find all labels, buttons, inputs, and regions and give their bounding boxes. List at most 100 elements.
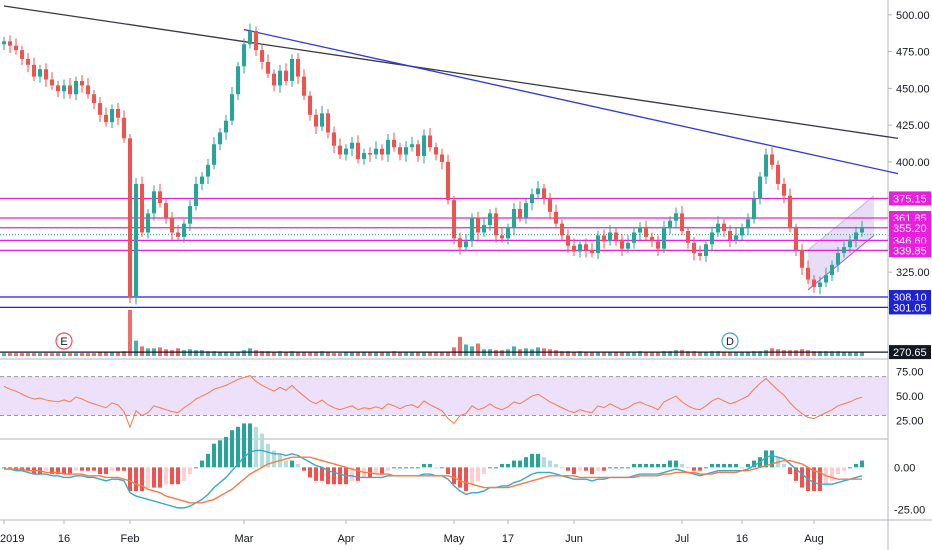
macd-histogram-bar	[590, 467, 594, 475]
candle-body	[2, 41, 6, 45]
macd-histogram-bar	[302, 467, 306, 471]
macd-histogram-bar	[530, 453, 534, 468]
candle-body	[728, 231, 732, 240]
candle-body	[266, 61, 270, 74]
volume-bar	[368, 352, 372, 356]
candle-body	[422, 135, 426, 156]
volume-bar	[182, 350, 186, 356]
volume-bar	[128, 309, 132, 356]
trendline-blue	[243, 28, 899, 175]
volume-bar	[116, 352, 120, 356]
candle-body	[734, 235, 738, 240]
time-tick-label: Aug	[804, 533, 824, 545]
event-marker-label: D	[726, 336, 734, 348]
volume-bar	[362, 352, 366, 356]
volume-bar	[830, 351, 834, 356]
volume-bar	[98, 352, 102, 356]
macd-histogram-bar	[602, 467, 606, 471]
candle-body	[542, 188, 546, 199]
candle-body	[176, 232, 180, 237]
candle-body	[500, 235, 504, 239]
volume-bar	[440, 352, 444, 356]
macd-histogram-bar	[2, 467, 6, 469]
macd-histogram-bar	[626, 467, 630, 469]
volume-bar	[350, 352, 354, 356]
candle-body	[614, 232, 618, 240]
macd-histogram-bar	[308, 467, 312, 478]
candle-body	[746, 219, 750, 229]
macd-histogram-bar	[146, 467, 150, 488]
volume-bar	[242, 350, 246, 356]
trendlines[interactable]	[3, 5, 899, 175]
macd-histogram-bar	[158, 467, 162, 488]
macd-histogram-bar	[494, 467, 498, 469]
macd-histogram-bar	[842, 467, 846, 471]
candle-body	[326, 113, 330, 133]
volume-bar	[398, 352, 402, 356]
macd-histogram-bar	[536, 453, 540, 468]
macd-histogram-bar	[782, 463, 786, 468]
candle-body	[764, 154, 768, 177]
level-badge	[889, 243, 931, 258]
macd-histogram-bar	[752, 460, 756, 468]
candle-body	[188, 206, 192, 224]
price-channel[interactable]	[807, 195, 875, 291]
macd-histogram-bar	[26, 467, 30, 471]
volume-bar	[410, 352, 414, 356]
macd-histogram-bar	[560, 467, 564, 469]
volume-bar	[494, 350, 498, 356]
volume-bar	[824, 351, 828, 356]
volume-bar	[14, 353, 18, 356]
macd-histogram-bar	[518, 460, 522, 468]
candle-body	[386, 139, 390, 155]
candle-body	[836, 253, 840, 265]
volume-bar	[782, 350, 786, 356]
candle-body	[236, 66, 240, 95]
macd-histogram-bar	[452, 467, 456, 485]
candle-body	[230, 94, 234, 121]
macd-histogram-bar	[500, 463, 504, 468]
macd-histogram-bar	[428, 463, 432, 468]
volume-bar	[224, 352, 228, 356]
candle-body	[308, 95, 312, 115]
volume-bar	[710, 351, 714, 356]
volume-bar	[458, 336, 462, 356]
volume-bar	[290, 351, 294, 356]
macd-histogram-bar	[176, 467, 180, 485]
candle-body	[524, 203, 528, 218]
macd-histogram-bar	[764, 450, 768, 468]
rsi-line	[3, 375, 863, 429]
time-tick-label: 16	[736, 533, 748, 545]
macd-histogram-bar	[56, 467, 60, 475]
candle-body	[848, 239, 852, 248]
volume-bar	[854, 352, 858, 356]
volume-bar	[674, 350, 678, 356]
macd-histogram-bar	[248, 423, 252, 468]
macd-histogram-bar	[170, 467, 174, 485]
channel-fill	[808, 195, 874, 290]
candle-body	[224, 120, 228, 133]
candle-body	[566, 235, 570, 246]
candle-body	[782, 183, 786, 196]
macd-histogram-bar	[356, 467, 360, 481]
macd-histogram-bar	[470, 467, 474, 485]
candle-body	[80, 81, 84, 86]
volume-bar	[308, 352, 312, 356]
macd-histogram-bar	[110, 467, 114, 471]
volume-bar	[500, 350, 504, 356]
macd-histogram-bar	[464, 467, 468, 491]
volume-bar	[332, 353, 336, 356]
candle-body	[350, 142, 354, 149]
rsi-tick-label: 25.00	[896, 415, 924, 427]
candle-body	[128, 138, 132, 298]
volume-bar	[254, 350, 258, 356]
volume-bar	[26, 353, 30, 356]
volume-bar	[806, 350, 810, 356]
volume-bar	[140, 346, 144, 356]
candle-body	[488, 213, 492, 226]
macd-histogram-bar	[242, 423, 246, 468]
macd-histogram-bar	[608, 467, 612, 469]
channel-upper-line	[807, 195, 875, 251]
